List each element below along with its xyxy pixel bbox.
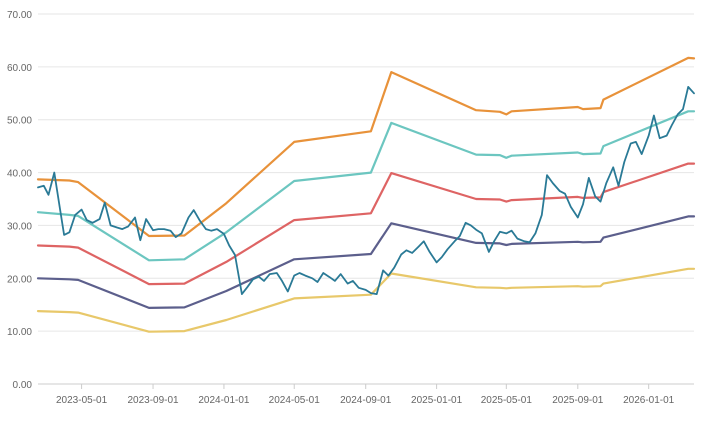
y-tick-label: 0.00	[13, 380, 33, 391]
series-line-1	[36, 56, 696, 238]
x-tick-label: 2024-09-01	[340, 395, 392, 406]
series-line-3	[36, 162, 696, 286]
x-tick-label: 2025-05-01	[481, 395, 533, 406]
y-tick-label: 20.00	[7, 274, 32, 285]
x-tick-label: 2024-05-01	[269, 395, 321, 406]
x-tick-label: 2023-05-01	[56, 395, 108, 406]
series-line-2	[36, 110, 696, 262]
y-tick-label: 70.00	[7, 10, 32, 21]
series-line-5	[36, 267, 696, 333]
y-tick-label: 40.00	[7, 169, 32, 180]
gridlines	[38, 13, 694, 332]
y-tick-label: 30.00	[7, 221, 32, 232]
x-tick-label: 2026-01-01	[623, 395, 675, 406]
y-tick-label: 50.00	[7, 116, 32, 127]
series-group	[36, 56, 696, 333]
x-tick-label: 2023-09-01	[127, 395, 179, 406]
x-tick-label: 2025-09-01	[552, 395, 604, 406]
y-tick-label: 60.00	[7, 63, 32, 74]
series-line-6	[37, 86, 695, 296]
axes: 0.00 10.00 20.00 30.00 40.00 50.00 60.00 70.00 2…	[7, 10, 694, 406]
x-tick-label: 2024-01-01	[198, 395, 250, 406]
x-tick-label: 2025-01-01	[411, 395, 463, 406]
series-line-4	[36, 215, 696, 309]
y-tick-label: 10.00	[7, 327, 32, 338]
